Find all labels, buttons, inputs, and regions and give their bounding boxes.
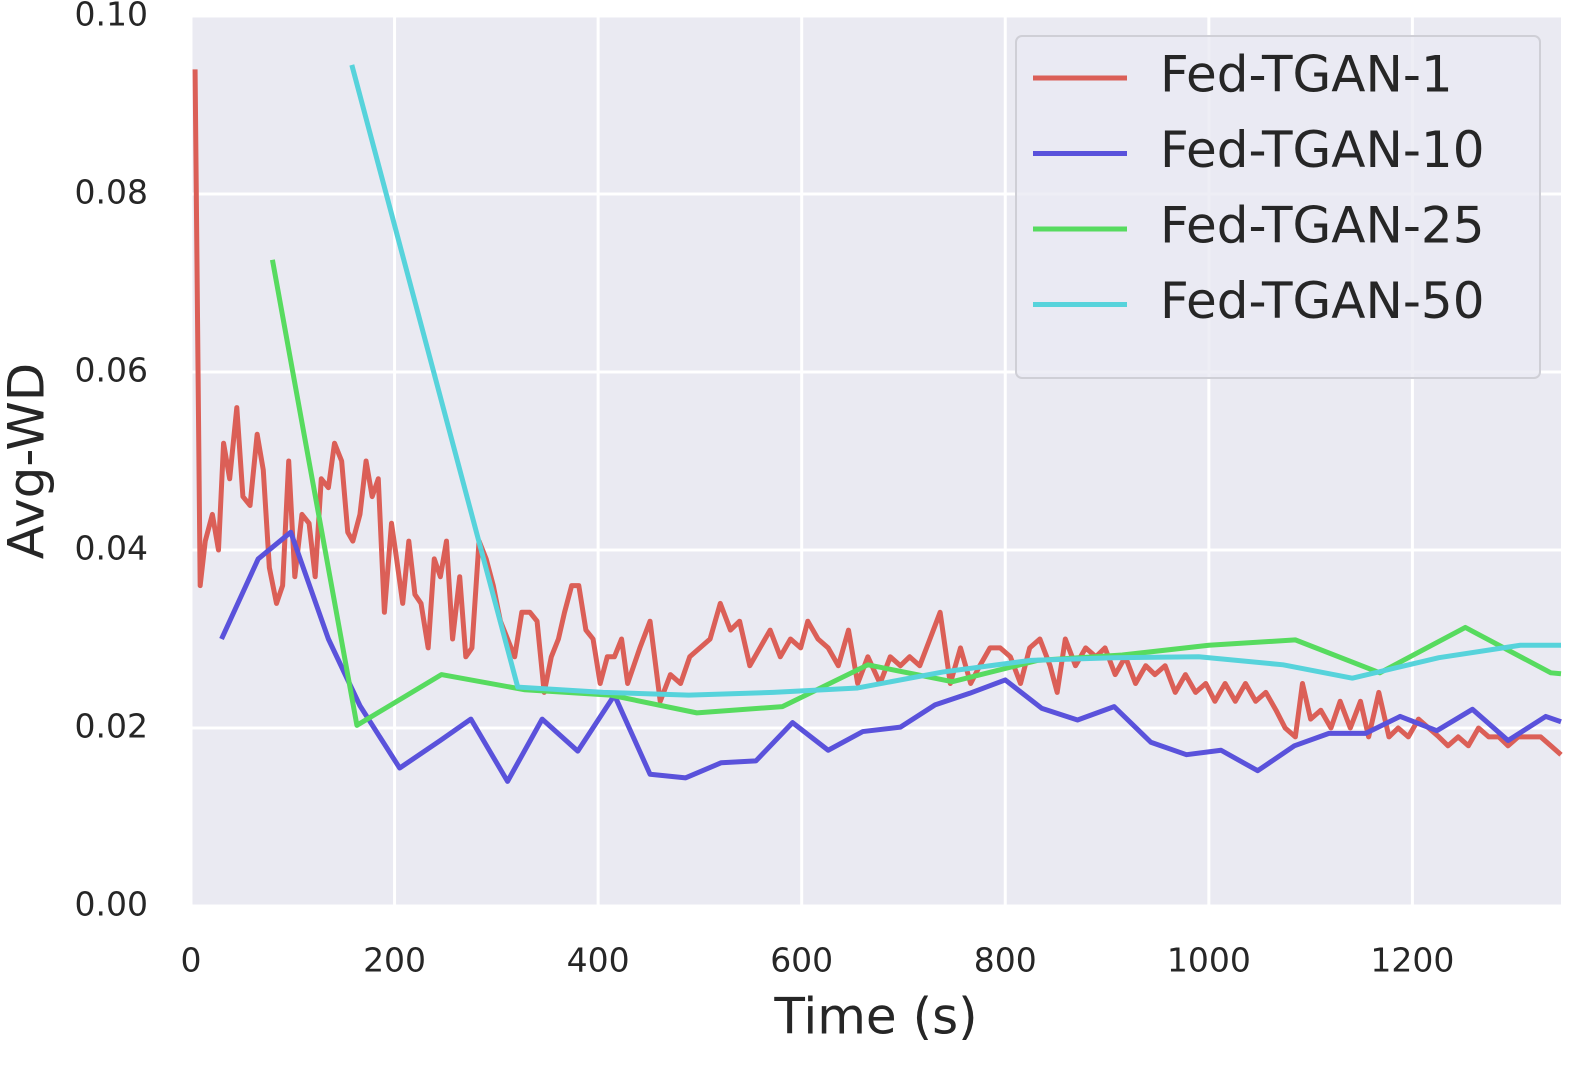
x-tick-label: 200: [363, 941, 426, 980]
legend-box: [1015, 35, 1541, 379]
y-tick-label: 0.00: [75, 885, 148, 924]
y-tick-label: 0.08: [75, 173, 148, 212]
y-tick-label: 0.06: [75, 351, 148, 390]
x-tick-label: 1200: [1370, 941, 1454, 980]
series-line: [349, 64, 1561, 698]
x-axis-title: Time (s): [773, 988, 977, 1046]
series-line: [219, 529, 1562, 784]
y-tick-label: 0.10: [75, 0, 148, 34]
legend-label: Fed-TGAN-50: [1160, 272, 1485, 330]
lines: [192, 64, 1563, 784]
series-line: [192, 69, 1563, 757]
legend-label: Fed-TGAN-10: [1160, 121, 1485, 179]
y-tick-label: 0.02: [75, 707, 148, 746]
legend-label: Fed-TGAN-25: [1160, 197, 1485, 255]
series-line: [269, 259, 1562, 728]
x-tick-label: 800: [974, 941, 1037, 980]
legend-label: Fed-TGAN-1: [1160, 46, 1453, 104]
y-tick-label: 0.04: [75, 529, 148, 568]
x-tick-label: 600: [770, 941, 833, 980]
y-axis-title: Avg-WD: [0, 363, 56, 560]
x-tick-label: 1000: [1167, 941, 1251, 980]
x-tick-label: 0: [181, 941, 202, 980]
x-tick-label: 400: [567, 941, 630, 980]
legend: Fed-TGAN-1 Fed-TGAN-10 Fed-TGAN-25 Fed-TGAN…: [1015, 35, 1541, 379]
ticks: 0 200 400 600 800 1000 1200 0.00 0.02 0.04 0.06 0.0…: [75, 0, 1455, 980]
